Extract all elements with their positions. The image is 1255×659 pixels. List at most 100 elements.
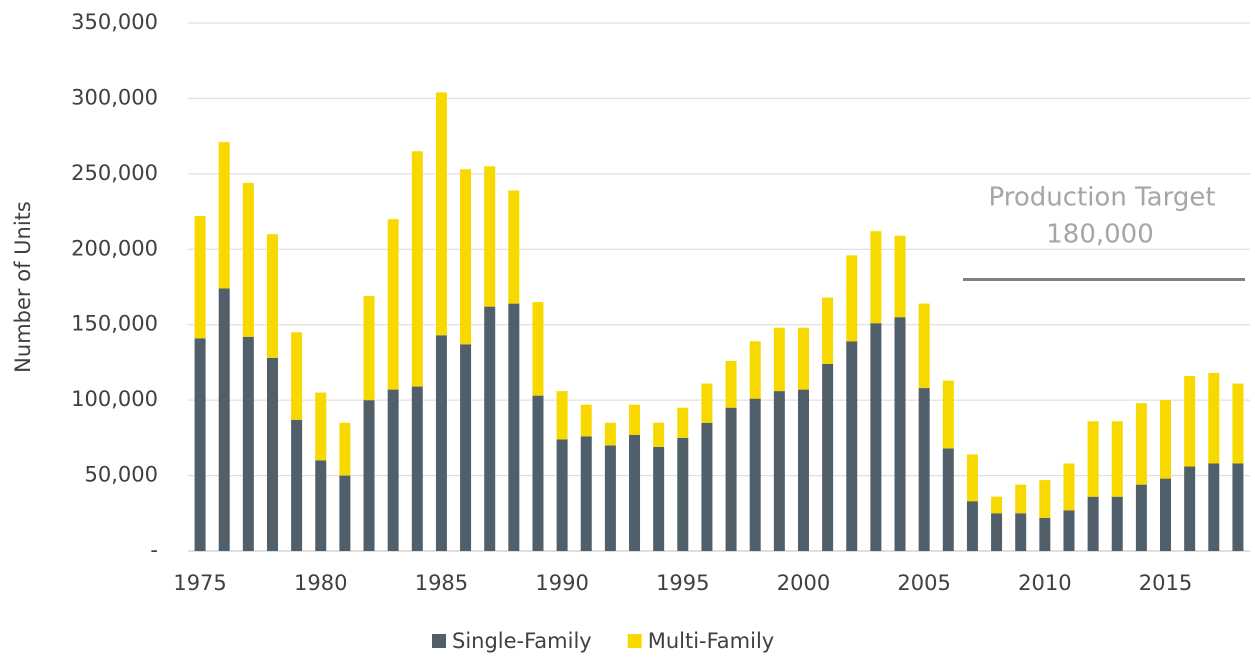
- bar-segment: [363, 296, 375, 401]
- bar-segment: [966, 454, 978, 502]
- bar-segment: [991, 513, 1003, 551]
- bar-segment: [411, 151, 423, 387]
- bar-segment: [1039, 480, 1051, 518]
- bar-segment: [484, 166, 496, 307]
- bar-segment: [1135, 484, 1147, 551]
- y-tick-label: -: [150, 538, 158, 562]
- bar-segment: [363, 400, 375, 551]
- bar-segment: [773, 327, 785, 392]
- target-label: 180,000: [1046, 220, 1154, 250]
- bar-segment: [580, 436, 592, 551]
- bar-segment: [966, 501, 978, 551]
- bar-segment: [532, 395, 544, 551]
- bar-segment: [315, 460, 327, 551]
- bar-segment: [1015, 513, 1027, 551]
- bar-segment: [1087, 421, 1099, 497]
- bar-segment: [1208, 463, 1220, 551]
- bar-segment: [580, 404, 592, 437]
- bar-segment: [725, 407, 737, 551]
- y-tick-label: 300,000: [71, 85, 158, 109]
- target-title: Production Target: [988, 183, 1215, 213]
- bar-segment: [242, 336, 254, 551]
- bar-segment: [846, 255, 858, 342]
- bar-segment: [484, 306, 496, 551]
- x-tick-label: 1985: [415, 571, 468, 595]
- bar-segment: [1111, 496, 1123, 551]
- bar-segment: [1063, 463, 1075, 511]
- bar-segment: [266, 234, 278, 358]
- bar-segment: [773, 391, 785, 551]
- bar-segment: [894, 235, 906, 318]
- bar-segment: [797, 327, 809, 390]
- bar-segment: [701, 422, 713, 551]
- x-tick-label: 1980: [294, 571, 347, 595]
- bar-segment: [942, 380, 954, 449]
- bar-segment: [749, 398, 761, 551]
- x-tick-label: 2010: [1018, 571, 1071, 595]
- y-tick-label: 200,000: [71, 236, 158, 260]
- bar-segment: [1039, 517, 1051, 551]
- bar-segment: [749, 341, 761, 399]
- bar-segment: [677, 407, 689, 438]
- y-tick-label: 250,000: [71, 161, 158, 185]
- bar-segment: [1135, 403, 1147, 485]
- bar-segment: [629, 404, 641, 435]
- bar-segment: [701, 383, 713, 423]
- bar-segment: [604, 422, 616, 446]
- bar-segment: [556, 439, 568, 551]
- bar-segment: [460, 169, 472, 345]
- bar-segment: [1111, 421, 1123, 497]
- y-tick-label: 350,000: [71, 10, 158, 34]
- x-tick-label: 2000: [777, 571, 830, 595]
- bar-segment: [725, 360, 737, 408]
- legend-label: Single-Family: [452, 629, 592, 653]
- bar-segment: [1232, 383, 1244, 464]
- bar-segment: [460, 344, 472, 551]
- bar-segment: [508, 303, 520, 551]
- bar-segment: [218, 142, 230, 289]
- bar-segment: [870, 231, 882, 324]
- bar-segment: [1160, 478, 1172, 551]
- y-axis-label: Number of Units: [11, 201, 35, 373]
- bar-segment: [266, 357, 278, 551]
- bar-segment: [1208, 372, 1220, 464]
- x-tick-label: 2015: [1139, 571, 1192, 595]
- bar-segment: [1184, 376, 1196, 467]
- bar-segment: [218, 288, 230, 551]
- legend-swatch: [432, 634, 446, 648]
- bar-segment: [1015, 484, 1027, 514]
- bar-segment: [797, 389, 809, 551]
- bar-segment: [532, 302, 544, 396]
- bar-segment: [1232, 463, 1244, 551]
- bar-segment: [291, 419, 303, 551]
- x-tick-label: 1995: [656, 571, 709, 595]
- bar-segment: [870, 323, 882, 551]
- y-tick-label: 150,000: [71, 312, 158, 336]
- bar-segment: [1063, 510, 1075, 551]
- bar-segment: [604, 445, 616, 551]
- x-tick-label: 1975: [173, 571, 226, 595]
- bar-segment: [1087, 496, 1099, 551]
- bar-segment: [653, 422, 665, 447]
- bar-segment: [291, 332, 303, 420]
- bar-segment: [194, 216, 206, 339]
- bar-segment: [339, 475, 351, 551]
- bar-segment: [435, 92, 447, 336]
- bar-segment: [387, 389, 399, 551]
- bar-segment: [822, 363, 834, 551]
- bar-segment: [894, 317, 906, 551]
- bar-segment: [1184, 466, 1196, 551]
- bar-segment: [242, 182, 254, 337]
- y-tick-label: 100,000: [71, 387, 158, 411]
- bar-segment: [435, 335, 447, 551]
- bar-segment: [942, 448, 954, 551]
- bar-segment: [918, 388, 930, 551]
- x-tick-label: 2005: [897, 571, 950, 595]
- bar-segment: [653, 446, 665, 551]
- bar-segment: [918, 303, 930, 389]
- bar-segment: [991, 496, 1003, 514]
- x-tick-label: 1990: [535, 571, 588, 595]
- bar-segment: [629, 434, 641, 551]
